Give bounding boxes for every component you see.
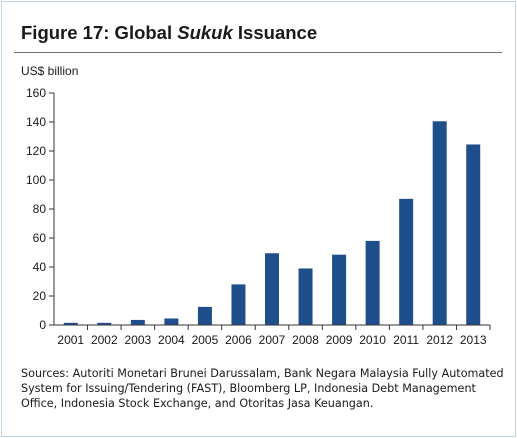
bar-2009 (332, 254, 347, 325)
x-axis-ticks: 2001 2002 2003 2004 2005 2006 2007 2008 2009 2010… (57, 325, 491, 347)
axes (53, 93, 490, 326)
bar-2004 (164, 318, 179, 325)
y-tick-label: 20 (33, 289, 47, 303)
x-tick-label-2005: 2005 (192, 333, 219, 347)
x-tick-label-2003: 2003 (124, 333, 151, 347)
bar-2005 (197, 306, 212, 325)
y-tick-label: 140 (26, 115, 46, 129)
y-tick-label: 160 (26, 86, 46, 100)
bar-2001 (63, 322, 78, 325)
bars (63, 121, 481, 326)
y-tick-label: 60 (33, 231, 47, 245)
x-tick-label-2002: 2002 (91, 333, 118, 347)
chart-area: US$ billion 0 20 40 60 80 100 120 140 160 2001 20… (21, 64, 491, 347)
x-tick-label-2013: 2013 (460, 333, 487, 347)
y-tick-label: 100 (26, 173, 46, 187)
bar-2003 (130, 319, 145, 325)
x-tick-label-2004: 2004 (158, 333, 185, 347)
figure-title: Figure 17: Global Sukuk Issuance (21, 22, 317, 44)
y-axis-label: US$ billion (21, 64, 78, 78)
y-tick-label: 40 (33, 260, 47, 274)
bar-2011 (399, 198, 414, 325)
bar-2006 (231, 284, 246, 325)
x-tick-label-2011: 2011 (393, 333, 419, 347)
bar-2010 (365, 240, 380, 325)
x-tick-label-2012: 2012 (426, 333, 453, 347)
x-tick-label-2006: 2006 (225, 333, 252, 347)
x-tick-label-2007: 2007 (259, 333, 286, 347)
x-tick-label-2009: 2009 (326, 333, 353, 347)
bar-2008 (298, 268, 313, 325)
bar-2002 (97, 322, 112, 325)
sources-note: Sources: Autoriti Monetari Brunei Daruss… (21, 367, 504, 410)
figure-title-italic: Sukuk (177, 22, 233, 43)
bar-2007 (265, 253, 279, 325)
title-divider (14, 52, 502, 53)
y-tick-label: 120 (26, 144, 46, 158)
y-tick-label: 80 (33, 202, 47, 216)
y-axis-ticks: 0 20 40 60 80 100 120 140 160 (26, 86, 54, 332)
bar-2012 (432, 121, 447, 326)
figure-title-prefix: Figure 17: Global (21, 22, 178, 43)
x-tick-label-2010: 2010 (359, 333, 386, 347)
x-tick-label-2001: 2001 (57, 333, 84, 347)
figure-title-suffix: Issuance (232, 22, 318, 43)
bar-2013 (466, 144, 481, 325)
y-tick-label: 0 (39, 318, 46, 332)
x-tick-label-2008: 2008 (292, 333, 319, 347)
